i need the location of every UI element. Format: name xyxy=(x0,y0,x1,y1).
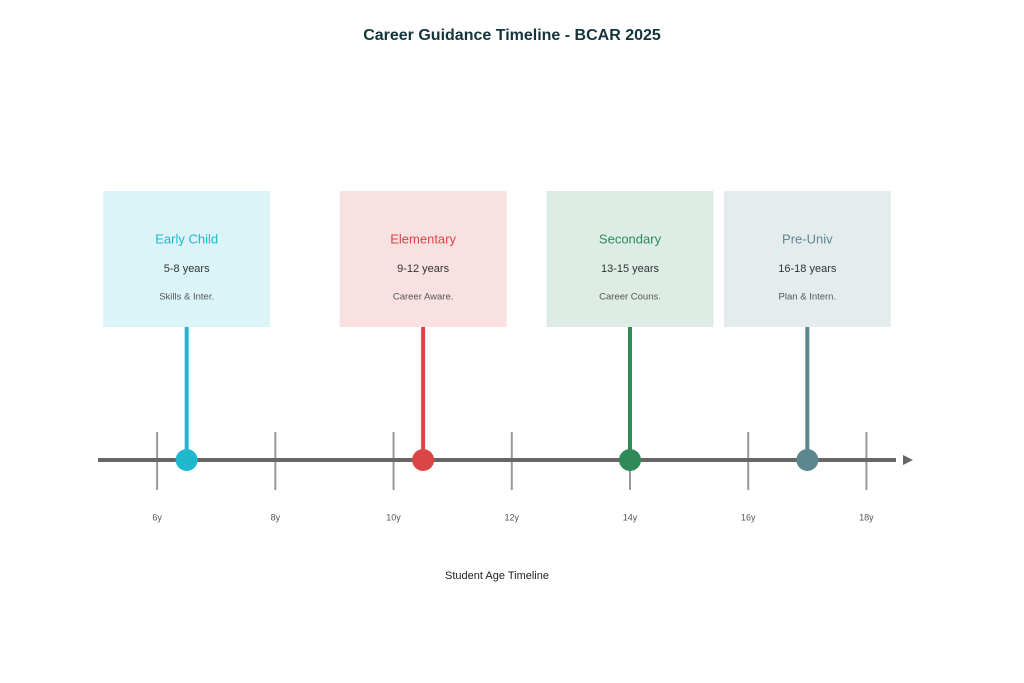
chart-title: Career Guidance Timeline - BCAR 2025 xyxy=(363,27,661,44)
x-tick-label: 18y xyxy=(859,512,874,522)
x-tick-label: 16y xyxy=(741,512,756,522)
event-box xyxy=(103,191,271,327)
x-tick-label: 12y xyxy=(505,512,520,522)
event-box xyxy=(723,191,891,327)
event-box xyxy=(339,191,507,327)
event-box xyxy=(546,191,714,327)
x-tick-label: 8y xyxy=(271,512,281,522)
event-name: Elementary xyxy=(390,231,456,246)
event-name: Early Child xyxy=(155,231,218,246)
event-point xyxy=(619,449,641,471)
x-tick-label: 10y xyxy=(386,512,401,522)
event-period: 16-18 years xyxy=(778,263,837,275)
x-axis-label: Student Age Timeline xyxy=(445,570,549,582)
event-period: 9-12 years xyxy=(397,263,449,275)
x-tick-label: 6y xyxy=(152,512,162,522)
event-period: 13-15 years xyxy=(601,263,660,275)
event-point xyxy=(175,449,198,471)
axis-arrow xyxy=(903,455,913,465)
event-point xyxy=(412,449,435,471)
event-point xyxy=(796,449,819,471)
x-tick-label: 14y xyxy=(623,512,638,522)
event-note: Plan & Intern. xyxy=(779,292,837,303)
event-note: Career Aware. xyxy=(393,292,454,303)
event-name: Pre-Univ xyxy=(782,231,833,246)
event-name: Secondary xyxy=(599,231,662,246)
event-note: Career Couns. xyxy=(599,292,661,303)
event-period: 5-8 years xyxy=(164,263,210,275)
event-note: Skills & Inter. xyxy=(159,292,214,303)
